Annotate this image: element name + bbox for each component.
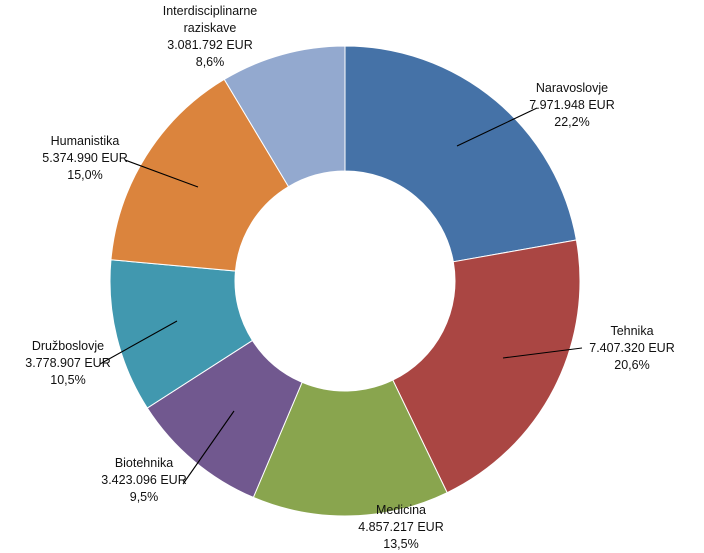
leader-lines-group [99, 107, 583, 485]
data-label-tehnika: Tehnika 7.407.320 EUR 20,6% [589, 324, 674, 372]
label-line: Tehnika [610, 324, 653, 338]
label-line: 4.857.217 EUR [358, 520, 443, 534]
label-line: 22,2% [554, 115, 589, 129]
data-label-biotehnika: Biotehnika 3.423.096 EUR 9,5% [101, 456, 186, 504]
data-label-dru-boslovje: Družboslovje 3.778.907 EUR 10,5% [25, 339, 110, 387]
label-line: Humanistika [51, 134, 120, 148]
data-labels-group: Naravoslovje 7.971.948 EUR 22,2% Tehnika 7.4… [25, 4, 674, 551]
label-line: 20,6% [614, 358, 649, 372]
data-label-naravoslovje: Naravoslovje 7.971.948 EUR 22,2% [529, 81, 614, 129]
label-line: raziskave [184, 21, 237, 35]
leader-line-biotehnika [182, 410, 235, 485]
slice-tehnika [392, 239, 581, 494]
label-line: 3.081.792 EUR [167, 38, 252, 52]
label-line: 8,6% [196, 55, 225, 69]
slice-naravoslovje [344, 45, 577, 263]
label-line: 15,0% [67, 168, 102, 182]
label-line: 7.407.320 EUR [589, 341, 674, 355]
label-line: 3.778.907 EUR [25, 356, 110, 370]
label-line: Družboslovje [32, 339, 104, 353]
label-line: 13,5% [383, 537, 418, 551]
label-line: 10,5% [50, 373, 85, 387]
label-line: 7.971.948 EUR [529, 98, 614, 112]
label-line: 5.374.990 EUR [42, 151, 127, 165]
data-label-humanistika: Humanistika 5.374.990 EUR 15,0% [42, 134, 127, 182]
slices-group [109, 45, 581, 517]
label-line: Naravoslovje [536, 81, 608, 95]
label-line: Biotehnika [115, 456, 173, 470]
leader-line-humanistika [124, 159, 199, 188]
leader-line-naravoslovje [456, 107, 538, 147]
label-line: 3.423.096 EUR [101, 473, 186, 487]
data-label-interdisciplinarne-raziskave: Interdisciplinarne raziskave 3.081.792 EUR… [163, 4, 258, 69]
slice-medicina [252, 379, 448, 517]
data-label-medicina: Medicina 4.857.217 EUR 13,5% [358, 503, 443, 551]
slice-interdisciplinarne-raziskave [223, 45, 346, 188]
label-line: Medicina [376, 503, 426, 517]
label-line: 9,5% [130, 490, 159, 504]
leader-line-tehnika [502, 347, 583, 359]
leader-line-dru-boslovje [99, 320, 178, 365]
slice-humanistika [110, 78, 290, 272]
label-line: Interdisciplinarne [163, 4, 258, 18]
